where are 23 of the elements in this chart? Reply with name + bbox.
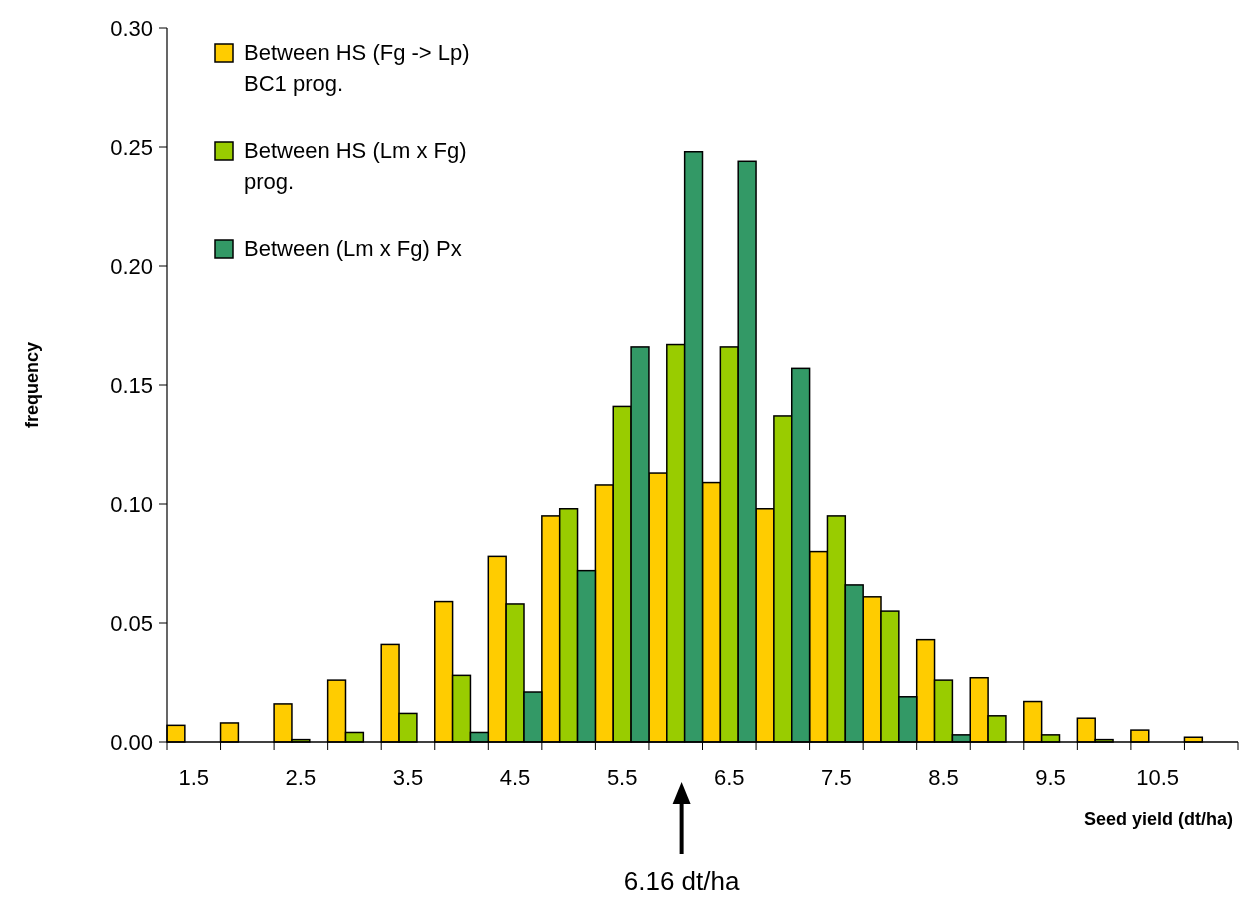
- x-tick-label: 4.5: [499, 765, 531, 790]
- x-tick-label: 7.5: [821, 765, 852, 790]
- y-tick-label: 0.10: [110, 491, 153, 517]
- x-tick-label: 9.5: [1035, 765, 1066, 790]
- x-tick-label: 10.5: [1136, 765, 1180, 790]
- y-axis-title: frequency: [22, 341, 42, 429]
- y-tick-label: 0.15: [110, 372, 153, 398]
- y-tick-label: 0.30: [110, 15, 153, 41]
- legend-label: Between HS (Fg -> Lp) BC1 prog.: [244, 39, 470, 96]
- text: 6.16 dt/ha: [623, 866, 740, 896]
- y-tick-label: 0.05: [110, 610, 153, 636]
- x-tick-label: 5.5: [606, 765, 638, 790]
- y-tick-label: 0.25: [110, 134, 153, 160]
- x-tick-label: 3.5: [392, 765, 424, 790]
- x-tick-label: 8.5: [928, 765, 959, 790]
- x-tick-label: 6.5: [713, 765, 745, 790]
- legend-label: Between HS (Lm x Fg) prog.: [244, 137, 467, 194]
- legend-label: Between (Lm x Fg) Px: [244, 235, 462, 261]
- x-tick-label: 2.5: [285, 765, 317, 790]
- x-axis-title: Seed yield (dt/ha): [1083, 809, 1233, 829]
- y-tick-label: 0.20: [110, 253, 153, 279]
- y-tick-label: 0.00: [110, 729, 153, 755]
- x-tick-label: 1.5: [178, 765, 210, 790]
